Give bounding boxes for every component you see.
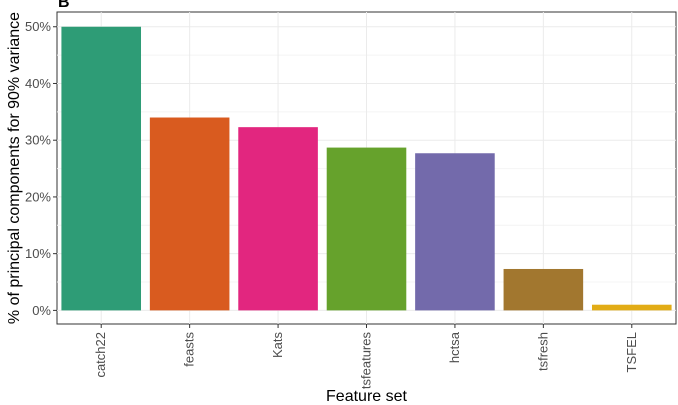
bars bbox=[61, 26, 672, 311]
y-axis-title: % of principal components for 90% varian… bbox=[6, 12, 23, 324]
x-tick-label: tsfeatures bbox=[359, 332, 374, 390]
y-axis: 0% 10% 20% 30% 40% 50% bbox=[25, 19, 57, 318]
x-tick-label: TSFEL bbox=[624, 332, 639, 372]
y-tick-label: 30% bbox=[25, 133, 51, 148]
bar-feasts bbox=[149, 117, 230, 311]
bar-tsfeatures bbox=[326, 147, 407, 311]
y-tick-label: 50% bbox=[25, 19, 51, 34]
y-tick-label: 20% bbox=[25, 189, 51, 204]
panel-tag: B bbox=[58, 0, 70, 11]
bar-catch22 bbox=[61, 26, 142, 311]
bar-tsfel bbox=[591, 304, 672, 311]
bar-kats bbox=[238, 127, 318, 311]
x-axis: catch22 feasts Kats tsfeatures hctsa tsfresh T… bbox=[93, 324, 639, 389]
y-tick-label: 0% bbox=[32, 303, 51, 318]
x-tick-label: hctsa bbox=[447, 331, 462, 363]
bar-tsfresh bbox=[503, 268, 584, 311]
x-tick-label: Kats bbox=[270, 332, 285, 359]
x-tick-label: tsfresh bbox=[535, 332, 550, 371]
bar-hctsa bbox=[415, 153, 495, 311]
x-tick-label: feasts bbox=[182, 332, 197, 367]
x-axis-title: Feature set bbox=[326, 388, 407, 405]
y-tick-label: 10% bbox=[25, 246, 51, 261]
y-tick-label: 40% bbox=[25, 76, 51, 91]
x-tick-label: catch22 bbox=[93, 332, 108, 378]
